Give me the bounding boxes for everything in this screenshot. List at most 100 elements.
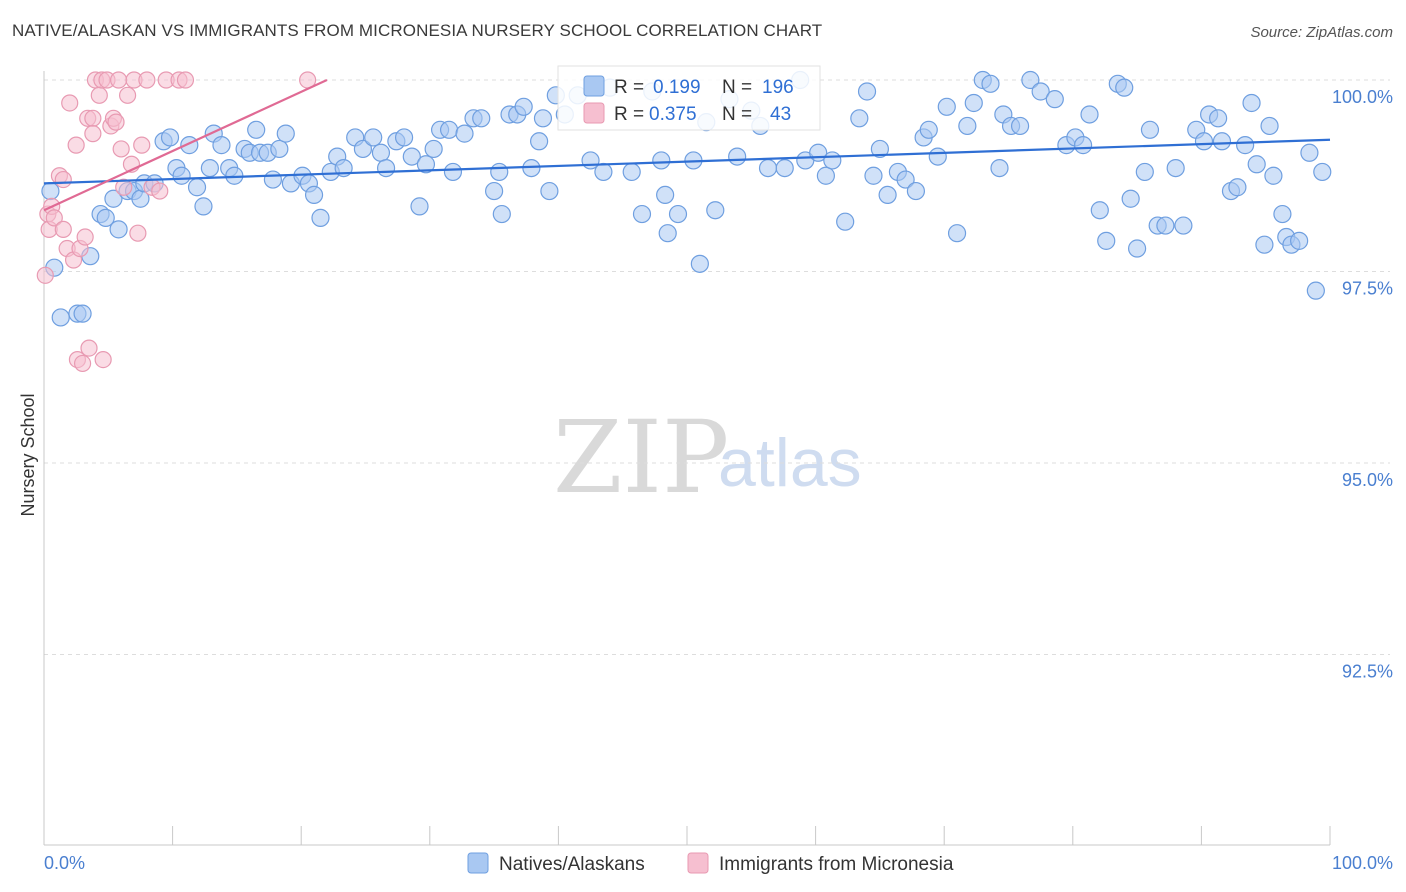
data-point-natives: [104, 189, 123, 208]
data-point-natives: [658, 224, 677, 243]
data-point-natives: [402, 147, 421, 166]
data-point-natives: [1073, 136, 1093, 155]
data-point-natives: [1121, 189, 1140, 208]
data-point-micronesia: [54, 220, 72, 238]
x-tick-label-max: 100.0%: [1332, 853, 1393, 873]
data-point-natives: [690, 254, 709, 273]
data-point-natives: [864, 166, 883, 185]
data-point-natives: [194, 197, 213, 216]
data-point-natives: [964, 93, 983, 113]
data-point-natives: [247, 120, 266, 139]
x-axis-ticks: [43, 826, 1331, 845]
data-point-natives: [443, 162, 463, 182]
data-point-natives: [455, 124, 474, 143]
data-point-micronesia: [84, 109, 102, 127]
data-point-natives: [632, 204, 652, 224]
data-point-natives: [73, 304, 92, 323]
data-point-natives: [981, 74, 1000, 93]
data-point-natives: [439, 120, 459, 139]
data-point-natives: [376, 158, 396, 178]
data-point-natives: [896, 170, 915, 189]
bottom-legend-swatch-micronesia: [687, 852, 709, 874]
data-point-micronesia: [80, 339, 98, 357]
data-point-natives: [514, 97, 533, 116]
series-micronesia-points: [36, 71, 317, 373]
data-point-natives: [1212, 132, 1232, 151]
data-point-natives: [485, 181, 504, 201]
data-point-micronesia: [76, 228, 94, 246]
data-point-micronesia: [112, 140, 130, 158]
data-point-natives: [200, 158, 219, 178]
data-point-natives: [1228, 178, 1247, 197]
bottom-legend-natives: Natives/Alaskans: [499, 854, 645, 875]
data-point-micronesia: [118, 86, 137, 104]
data-point-micronesia: [133, 136, 151, 154]
data-point-micronesia: [36, 266, 54, 284]
trend-lines: [43, 79, 1331, 212]
data-point-natives: [416, 155, 436, 174]
data-point-natives: [1127, 239, 1147, 258]
data-point-natives: [540, 181, 559, 201]
data-point-natives: [1166, 158, 1185, 178]
legend-swatch-micronesia: [583, 102, 605, 124]
data-point-natives: [1300, 143, 1319, 162]
data-point-natives: [371, 143, 391, 162]
data-point-natives: [857, 82, 877, 101]
legend-swatch-natives: [583, 75, 605, 97]
data-point-natives: [172, 166, 191, 185]
data-point-natives: [311, 208, 330, 227]
source-label: Source: ZipAtlas.com: [1250, 24, 1393, 41]
y-tick-label: 92.5%: [1342, 662, 1393, 682]
data-point-natives: [304, 185, 324, 204]
data-point-natives: [410, 197, 429, 216]
y-tick-label: 95.0%: [1342, 470, 1393, 490]
data-point-natives: [878, 185, 897, 204]
watermark-zip: ZIP: [553, 399, 729, 516]
legend-n-label-1: N =: [722, 77, 752, 98]
data-point-natives: [364, 128, 383, 147]
data-point-natives: [668, 204, 688, 224]
x-tick-label-min: 0.0%: [44, 853, 85, 873]
data-point-natives: [533, 109, 553, 128]
data-point-micronesia: [45, 209, 63, 227]
legend-n-value-2: 43: [770, 104, 791, 125]
data-point-natives: [1209, 109, 1228, 128]
data-point-natives: [775, 158, 794, 178]
data-point-natives: [594, 162, 613, 182]
data-point-natives: [1090, 201, 1109, 220]
data-point-micronesia: [67, 136, 85, 154]
data-point-natives: [1097, 231, 1116, 250]
y-axis-label: Nursery School: [18, 393, 38, 516]
data-point-natives: [1194, 132, 1214, 151]
data-point-micronesia: [107, 113, 125, 131]
data-point-micronesia: [73, 354, 92, 373]
data-point-natives: [947, 224, 967, 243]
data-point-natives: [622, 162, 641, 182]
data-point-natives: [706, 201, 725, 220]
correlation-legend: R = 0.199 N = 196 R = 0.375 N = 43: [557, 65, 821, 131]
legend-n-value-1: 196: [762, 77, 794, 98]
data-point-natives: [530, 132, 549, 151]
legend-r-label-1: R =: [614, 77, 644, 98]
data-point-natives: [1306, 281, 1325, 300]
data-point-natives: [1264, 166, 1283, 185]
data-point-natives: [109, 220, 128, 239]
data-point-micronesia: [138, 71, 156, 89]
data-point-natives: [263, 170, 283, 189]
data-point-natives: [823, 151, 842, 170]
data-point-micronesia: [109, 71, 128, 89]
grid-lines: [44, 79, 1390, 655]
data-point-natives: [850, 109, 869, 128]
legend-r-label-2: R =: [614, 104, 644, 125]
trend-line-micronesia: [43, 79, 328, 212]
data-point-natives: [836, 212, 855, 231]
data-point-natives: [1031, 82, 1050, 101]
data-point-natives: [51, 308, 70, 327]
chart-title: NATIVE/ALASKAN VS IMMIGRANTS FROM MICRON…: [12, 21, 823, 40]
legend-n-label-2: N =: [722, 104, 752, 125]
data-point-natives: [1236, 136, 1255, 155]
data-point-natives: [424, 139, 443, 159]
bottom-legend-swatch-natives: [467, 852, 489, 874]
data-point-natives: [1115, 78, 1134, 97]
